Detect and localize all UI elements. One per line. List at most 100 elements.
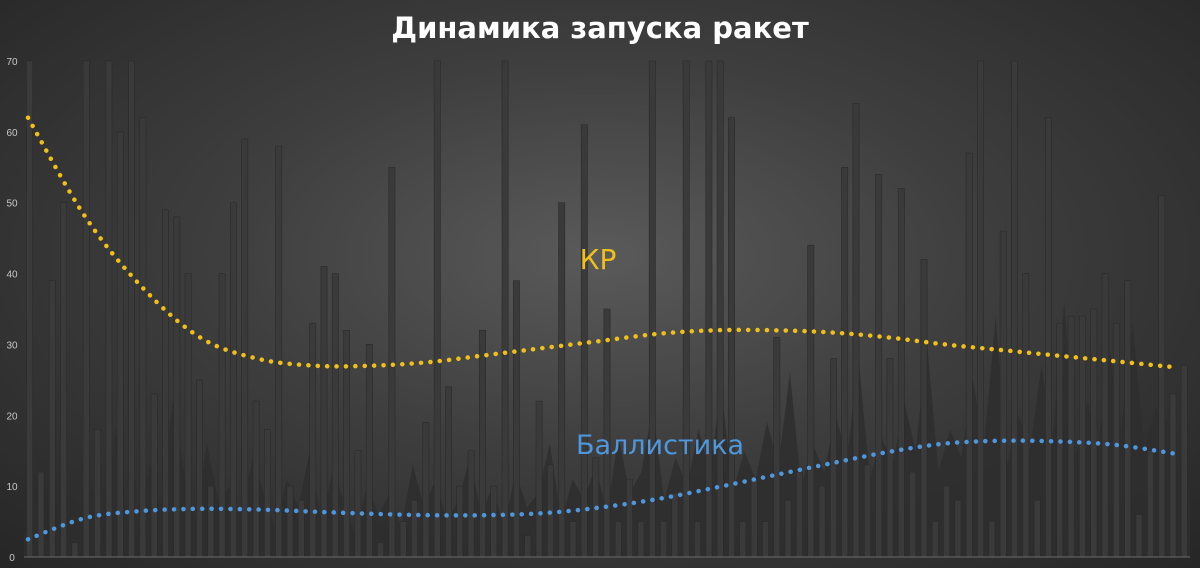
bar [105,60,113,558]
bar [943,485,950,558]
bar [445,386,452,558]
bar [60,202,67,558]
bar [886,358,894,558]
bar [614,521,622,558]
series-label-cruise: КР [580,243,617,276]
bar [863,464,871,558]
bar [48,280,56,558]
y-tick-label: 30 [6,340,18,351]
bar [422,422,430,558]
bar [399,521,407,558]
bar [116,131,124,558]
bar [479,329,486,558]
bar [1022,273,1030,558]
bar [354,450,362,558]
bar [297,499,305,558]
bar [988,521,996,558]
bar [433,60,441,558]
bar [1101,273,1109,558]
cruise-bar-series [26,60,1188,558]
bar [829,358,837,558]
bar [71,542,79,558]
y-tick-label: 60 [6,128,18,139]
y-axis: 0 10 20 30 40 50 60 70 [6,57,18,564]
bar [852,103,860,558]
bar [37,471,45,558]
bar [275,145,283,558]
bar [1124,280,1132,558]
bar [705,60,713,558]
bar [173,216,181,558]
bar [1180,365,1188,558]
bar [286,485,294,558]
chart-title: Динамика запуска ракет [391,11,809,45]
bar [841,167,849,558]
bar [94,429,101,558]
bar [1158,195,1166,558]
bar [807,244,815,558]
bar [999,230,1007,558]
bar [558,202,566,558]
bar [1045,117,1052,558]
bar [196,379,203,558]
y-tick-label: 40 [6,270,18,281]
y-tick-label: 10 [6,482,18,493]
bar [162,209,169,558]
bar [694,521,701,558]
bar [671,492,679,558]
bar [309,322,317,558]
bar [580,124,588,558]
bar [1169,393,1177,558]
bar [377,542,384,558]
bar [818,485,826,558]
trendline-ballistic [25,438,1177,542]
series-label-ballistic: Баллистика [576,430,744,461]
bar [535,400,543,558]
y-tick-label: 0 [9,553,15,564]
bar [626,478,633,558]
bar [388,167,396,558]
bar [954,499,962,558]
bar [524,535,532,558]
bar [739,521,747,558]
bar [682,60,690,558]
bar [467,450,475,558]
bar [660,521,667,558]
bar [82,60,90,558]
bar [909,471,916,558]
bar [252,400,260,558]
bar [977,60,984,558]
bar [501,60,509,558]
bar [411,499,418,558]
bar [569,521,577,558]
bar [897,188,905,558]
bar [648,60,656,558]
bar [1079,315,1086,558]
bar [1090,308,1098,558]
y-tick-label: 70 [6,57,18,68]
bar [150,393,158,558]
y-tick-label: 20 [6,411,18,422]
bar [728,117,735,558]
bar [207,485,215,558]
bar [1147,450,1154,558]
bar [128,60,135,558]
bar [965,152,973,558]
bar [1033,499,1041,558]
bar [1067,315,1075,558]
bar [218,273,226,558]
bar [26,60,33,558]
y-tick-label: 50 [6,199,18,210]
bar [750,478,758,558]
bar [184,273,192,558]
bar [365,344,373,558]
trendlines [25,115,1177,542]
bar [762,521,769,558]
series-labels: КР Баллистика [576,243,744,461]
bar [490,485,498,558]
bar [784,499,792,558]
bar [773,336,781,558]
bar [795,471,803,558]
bar [456,485,464,558]
